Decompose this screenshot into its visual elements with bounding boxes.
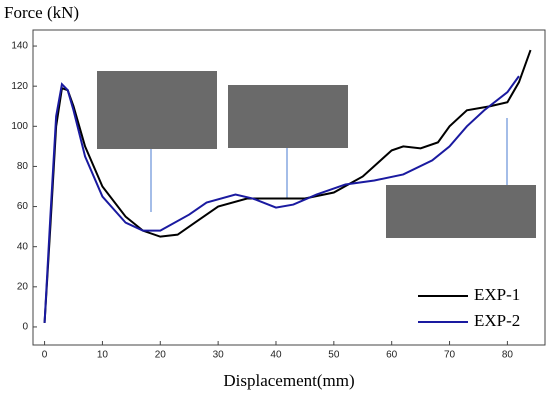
x-tick-label: 30	[213, 350, 225, 361]
x-tick-label: 20	[155, 350, 167, 361]
x-tick-label: 50	[328, 350, 340, 361]
photo	[386, 185, 536, 238]
x-tick-label: 0	[42, 350, 48, 361]
y-tick-label: 20	[17, 281, 29, 292]
x-tick-label: 40	[270, 350, 282, 361]
x-tick-label: 70	[444, 350, 456, 361]
line	[43, 75, 520, 323]
x-axis-label: Displacement(mm)	[223, 371, 354, 390]
y-tick-label: 140	[11, 41, 28, 52]
y-axis-label: Force (kN)	[4, 3, 79, 22]
x-tick-label: 60	[386, 350, 398, 361]
y-tick-label: 60	[17, 201, 29, 212]
y-tick-label: 120	[11, 81, 28, 92]
x-tick-label: 80	[502, 350, 514, 361]
plot-frame	[32, 29, 546, 346]
x-tick-label: 10	[97, 350, 109, 361]
legend-label: EXP-1	[474, 285, 520, 304]
legend-label: EXP-2	[474, 311, 520, 330]
photo	[97, 71, 217, 149]
inset-photos	[97, 71, 536, 238]
y-tick-label: 100	[11, 121, 28, 132]
y-tick-label: 40	[17, 241, 29, 252]
y-tick-label: 80	[17, 161, 29, 172]
y-tick-label: 0	[22, 322, 28, 333]
photo	[228, 85, 348, 148]
